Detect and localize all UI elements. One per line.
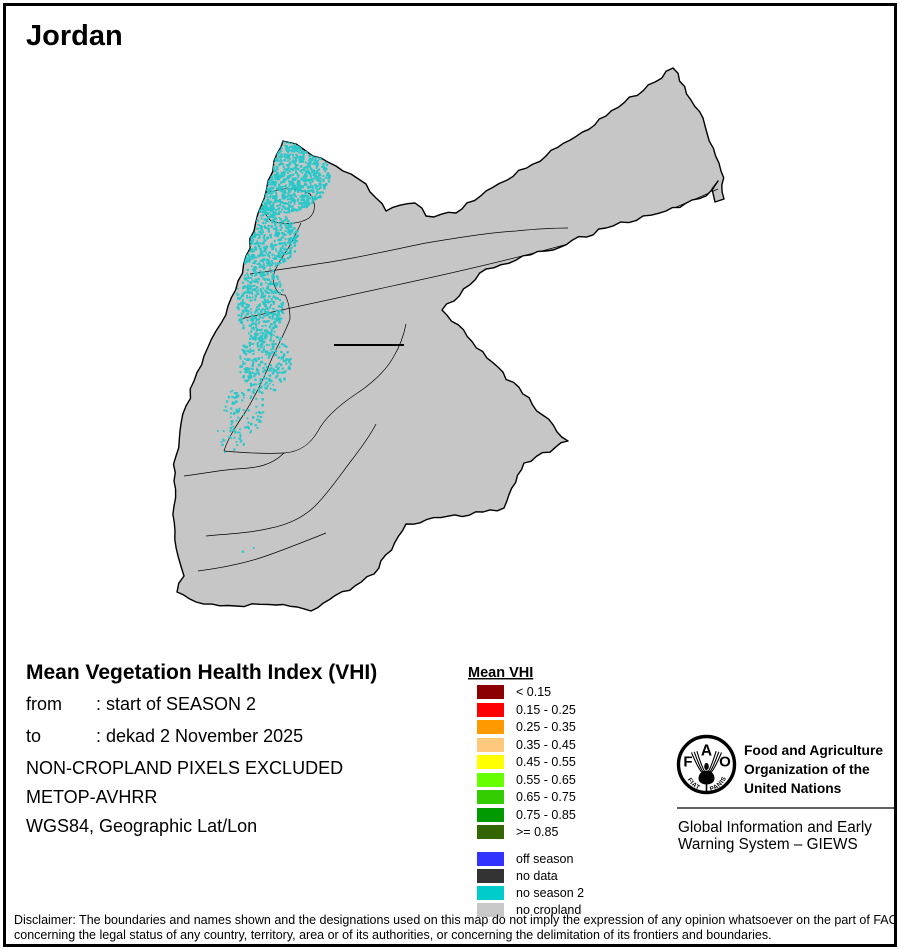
svg-text:Organization of the: Organization of the: [744, 762, 870, 777]
svg-text:0.55 - 0.65: 0.55 - 0.65: [516, 773, 576, 787]
svg-text:WGS84, Geographic Lat/Lon: WGS84, Geographic Lat/Lon: [26, 816, 257, 836]
svg-text:no season 2: no season 2: [516, 886, 584, 900]
svg-text:< 0.15: < 0.15: [516, 685, 551, 699]
svg-text:0.65 - 0.75: 0.65 - 0.75: [516, 790, 576, 804]
svg-text:Disclaimer: The boundaries and: Disclaimer: The boundaries and names sho…: [14, 913, 897, 927]
svg-text:NON-CROPLAND PIXELS EXCLUDED: NON-CROPLAND PIXELS EXCLUDED: [26, 758, 343, 778]
svg-text:to: to: [26, 726, 41, 746]
svg-text:Mean Vegetation Health Index (: Mean Vegetation Health Index (VHI): [26, 661, 377, 684]
svg-text:from: from: [26, 694, 62, 714]
svg-text:: dekad 2 November 2025: : dekad 2 November 2025: [96, 726, 303, 746]
svg-text:Food and Agriculture: Food and Agriculture: [744, 743, 883, 758]
svg-text:Global Information and Early: Global Information and Early: [678, 819, 872, 836]
svg-text:Mean VHI: Mean VHI: [468, 665, 533, 681]
svg-text:0.45 - 0.55: 0.45 - 0.55: [516, 755, 576, 769]
svg-text:0.15 - 0.25: 0.15 - 0.25: [516, 703, 576, 717]
svg-text:F: F: [683, 754, 692, 771]
svg-text:>= 0.85: >= 0.85: [516, 825, 558, 839]
svg-text:United Nations: United Nations: [744, 781, 842, 796]
svg-text:METOP-AVHRR: METOP-AVHRR: [26, 787, 157, 807]
svg-text:0.25 - 0.35: 0.25 - 0.35: [516, 720, 576, 734]
svg-text:: start of SEASON 2: : start of SEASON 2: [96, 694, 256, 714]
svg-text:concerning the legal status of: concerning the legal status of any count…: [14, 928, 772, 942]
svg-text:off season: off season: [516, 852, 574, 866]
svg-text:0.35 - 0.45: 0.35 - 0.45: [516, 738, 576, 752]
svg-text:Warning System – GIEWS: Warning System – GIEWS: [678, 836, 858, 853]
svg-text:0.75 - 0.85: 0.75 - 0.85: [516, 808, 576, 822]
svg-text:O: O: [719, 754, 731, 771]
svg-text:no data: no data: [516, 869, 558, 883]
svg-text:A: A: [701, 743, 712, 760]
